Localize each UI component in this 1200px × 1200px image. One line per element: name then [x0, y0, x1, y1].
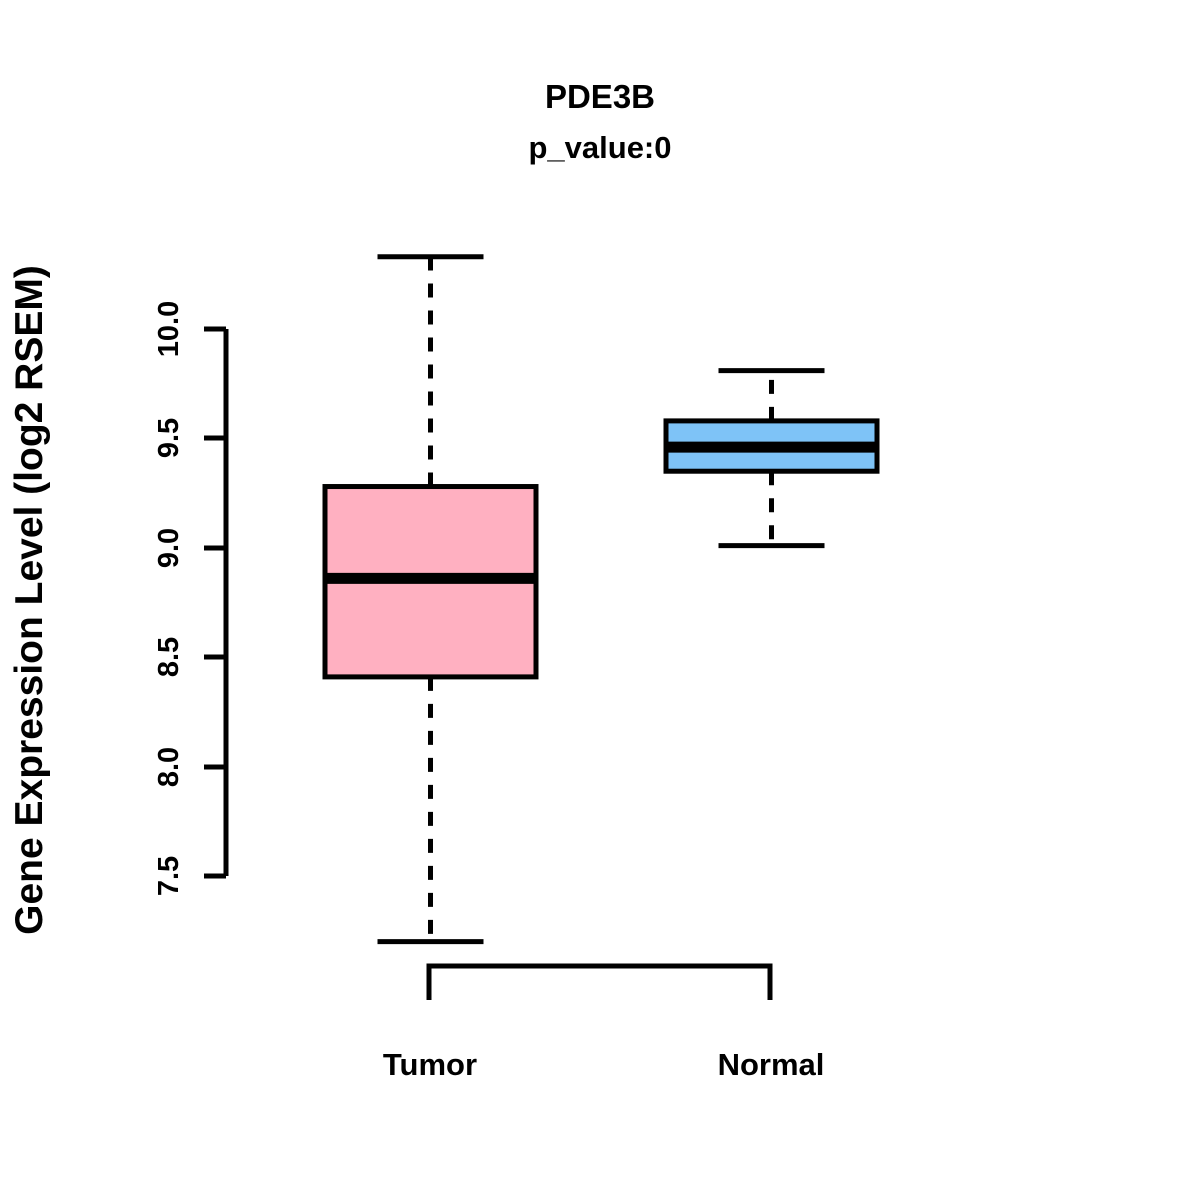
chart-subtitle-pvalue: p_value:0 [528, 130, 671, 165]
x-axis-label-normal: Normal [718, 1047, 825, 1082]
boxplot-group-normal[interactable] [663, 368, 880, 549]
y-tick-label-10-0: 10.0 [153, 301, 185, 357]
boxplot-group-tumor[interactable] [322, 254, 539, 945]
y-tick-label-7-5: 7.5 [153, 856, 185, 896]
y-tick-label-9-5: 9.5 [153, 418, 185, 458]
y-tick-label-9-0: 9.0 [153, 528, 185, 568]
y-tick-label-8-5: 8.5 [153, 637, 185, 677]
x-axis-bracket [426, 963, 773, 1000]
x-axis-label-tumor: Tumor [383, 1047, 477, 1082]
chart-title: PDE3B [545, 78, 655, 115]
y-axis-title: Gene Expression Level (log2 RSEM) [8, 265, 51, 935]
y-tick-label-8-0: 8.0 [153, 747, 185, 787]
